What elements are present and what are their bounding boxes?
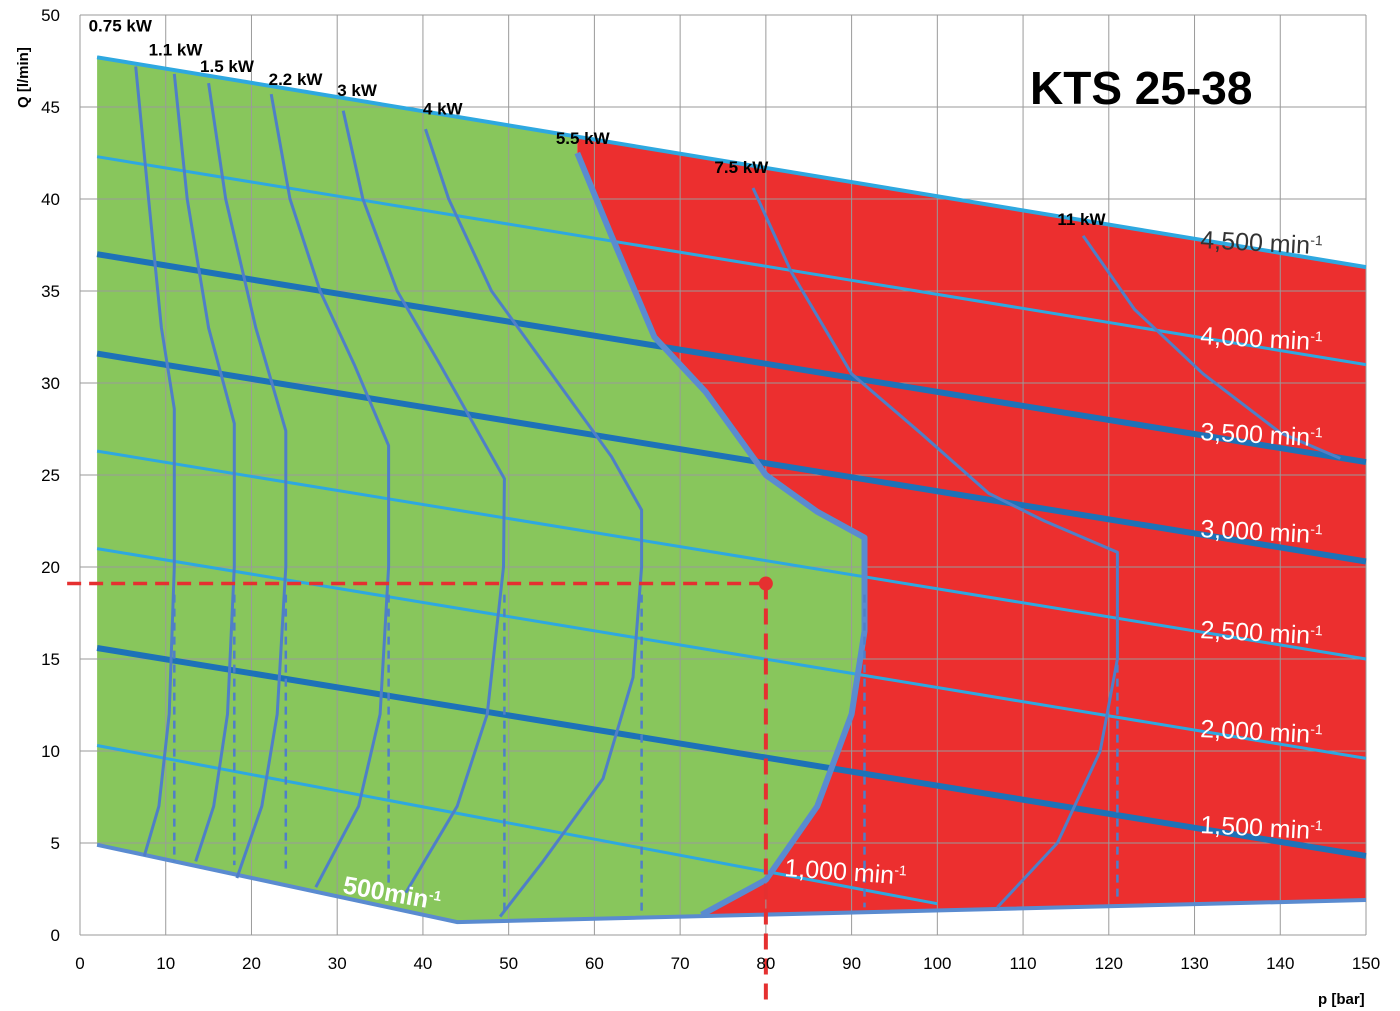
power-curve: [207, 82, 288, 879]
power-label: 1.1 kW: [149, 40, 204, 59]
y-tick-label: 20: [41, 558, 60, 577]
speed-curve: [96, 350, 1367, 565]
envelope-top: [96, 55, 1367, 270]
tick-labels-layer: 0 10 20 30 40 50 60 70 80 90 100 110 120 130 140 150 0 5 1…: [41, 6, 1380, 973]
x-tick-label: 90: [842, 954, 861, 973]
x-tick-label: 140: [1266, 954, 1294, 973]
speed-curve: [96, 251, 1367, 466]
chart-title: KTS 25-38: [1030, 62, 1252, 114]
speed-label: 4,000 min-1: [1200, 322, 1324, 356]
y-tick-label: 15: [41, 650, 60, 669]
x-tick-label: 60: [585, 954, 604, 973]
x-axis-label: p [bar]: [1318, 991, 1365, 1008]
power-curves-layer: [134, 66, 1341, 918]
power-curve: [134, 66, 176, 857]
power-label: 7.5 kW: [714, 158, 769, 177]
operating-point-layer: [67, 576, 773, 1008]
envelope-bottom: [96, 842, 1367, 925]
x-tick-label: 100: [923, 954, 951, 973]
speed-curves-layer: [96, 55, 1367, 925]
x-tick-label: 30: [328, 954, 347, 973]
speed-curve: [96, 449, 1367, 661]
x-tick-label: 130: [1180, 954, 1208, 973]
power-curve: [341, 110, 506, 894]
speed-label: 4,500 min-1: [1200, 226, 1324, 260]
speed-label: 2,500 min-1: [1200, 616, 1324, 650]
speed-curve: [96, 744, 938, 906]
y-tick-label: 10: [41, 742, 60, 761]
power-label: 1.5 kW: [200, 57, 255, 76]
speed-label: 3,500 min-1: [1200, 418, 1324, 452]
x-tick-label: 0: [75, 954, 84, 973]
power-curve: [172, 73, 236, 862]
x-tick-label: 50: [499, 954, 518, 973]
y-axis-label: Q [l/min]: [15, 47, 32, 108]
speed-curve: [96, 547, 1367, 760]
operating-point-marker: [758, 576, 773, 591]
labels-layer: 0.75 kW 1.1 kW1.5 kW 2.2 kW 3 kW 4 kW 7.5 kW 1…: [89, 17, 1324, 914]
power-curve: [1081, 234, 1341, 460]
power-curve: [424, 128, 644, 918]
x-tick-label: 10: [156, 954, 175, 973]
power-label: 3 kW: [337, 81, 378, 100]
power-curve: [751, 187, 1119, 909]
power-label: 0.75 kW: [89, 17, 153, 36]
green-region: [97, 57, 865, 923]
x-tick-label: 80: [756, 954, 775, 973]
speed-label: 3,000 min-1: [1200, 515, 1324, 549]
y-tick-label: 5: [51, 834, 60, 853]
y-tick-label: 40: [41, 190, 60, 209]
x-tick-label: 70: [671, 954, 690, 973]
x-tick-label: 20: [242, 954, 261, 973]
power-label: 11 kW: [1057, 210, 1106, 229]
x-tick-label: 150: [1352, 954, 1380, 973]
y-tick-label: 35: [41, 282, 60, 301]
power-label: 5.5 kW: [556, 129, 611, 148]
x-tick-label: 120: [1095, 954, 1123, 973]
x-tick-label: 110: [1010, 954, 1037, 973]
power-label: 4 kW: [423, 99, 464, 118]
power-curve-boundary: [574, 151, 868, 918]
x-tick-label: 40: [413, 954, 432, 973]
speed-label: 2,000 min-1: [1200, 715, 1324, 749]
y-tick-label: 25: [41, 466, 60, 485]
power-label: 2.2 kW: [269, 70, 324, 89]
speed-label: 1,500 min-1: [1200, 811, 1324, 845]
y-tick-label: 50: [41, 6, 60, 25]
speed-curve: [96, 645, 1367, 859]
y-tick-label: 45: [41, 98, 60, 117]
y-tick-label: 0: [51, 926, 60, 945]
power-curve: [269, 93, 391, 888]
y-tick-label: 30: [41, 374, 60, 393]
